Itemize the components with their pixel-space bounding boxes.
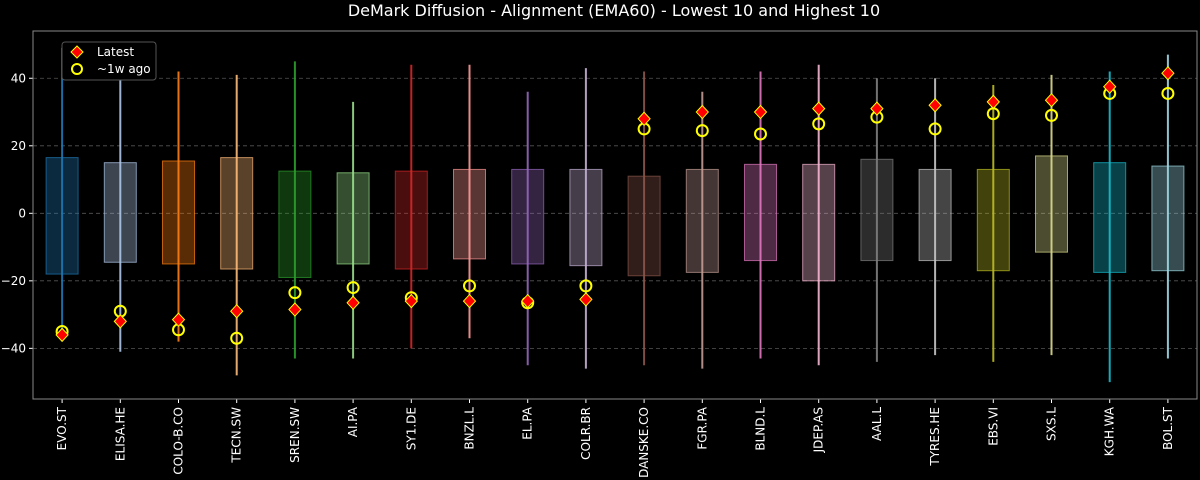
week-ago-point [812, 117, 826, 131]
latest-point [579, 292, 593, 307]
latest-point [928, 98, 942, 113]
x-tick-label: BLND.L [754, 407, 768, 451]
x-tick-label: TYRES.HE [928, 407, 942, 467]
legend-latest-marker [70, 45, 84, 59]
range-box [103, 162, 137, 263]
plot-frame [32, 30, 1198, 400]
latest-point [462, 293, 477, 309]
range-box [802, 163, 836, 282]
latest-point [346, 295, 360, 311]
y-tick-label: −20 [1, 274, 26, 288]
range-box [1035, 155, 1068, 253]
y-tick-label: 40 [11, 71, 26, 85]
latest-point [404, 293, 418, 309]
x-tick-label: COLO-B.CO [172, 407, 186, 475]
range-box [860, 158, 894, 262]
y-tick-label: 20 [11, 139, 26, 153]
chart-marks [45, 47, 1185, 383]
week-ago-point [754, 127, 767, 141]
latest-point [288, 302, 302, 317]
range-box [45, 157, 79, 275]
range-box [511, 168, 545, 265]
x-tick-label: SREN.SW [288, 407, 302, 463]
latest-point [870, 101, 884, 116]
week-ago-point [1045, 108, 1058, 122]
x-tick-label: EVO.ST [55, 406, 69, 450]
range-box [162, 160, 195, 265]
range-box [394, 170, 428, 270]
latest-point [171, 312, 186, 327]
x-axis: EVO.ST ELISA.HE COLO-B.CO TECN.SW SREN.SW AI.… [55, 399, 1175, 478]
x-tick-label: KGH.WA [1103, 406, 1117, 456]
legend-box [61, 41, 157, 81]
x-tick-label: ELISA.HE [113, 407, 127, 461]
latest-point [753, 104, 768, 120]
legend-week-ago-label: ~1w ago [97, 62, 151, 76]
x-tick-label: SXS.L [1045, 407, 1059, 441]
y-tick-label: 0 [18, 206, 26, 220]
range-box [453, 168, 486, 260]
range-box [1093, 162, 1127, 273]
latest-point [812, 101, 826, 116]
week-ago-point [230, 331, 244, 345]
range-box [744, 163, 777, 262]
grid-lines [33, 77, 1197, 349]
range-box [918, 168, 952, 262]
x-tick-label: BNZL.L [463, 407, 477, 450]
legend: Latest ~1w ago [61, 41, 157, 81]
week-ago-point [695, 124, 709, 138]
range-box [627, 175, 661, 277]
week-ago-point [463, 279, 476, 293]
range-box [976, 168, 1010, 272]
x-tick-label: EBS.VI [986, 407, 1000, 446]
x-tick-label: SY1.DE [404, 407, 418, 450]
range-box [336, 172, 370, 265]
week-ago-point [1161, 86, 1175, 100]
latest-point [1103, 79, 1117, 94]
range-box [278, 170, 312, 278]
latest-point [637, 111, 651, 127]
y-axis: −40 −20 0 20 40 [1, 71, 33, 355]
latest-point [55, 327, 69, 343]
x-tick-label: FGR.PA [695, 406, 709, 449]
x-tick-label: TECN.SW [230, 407, 244, 464]
x-tick-label: AAL.L [870, 407, 884, 441]
chart-title: DeMark Diffusion - Alignment (EMA60) - L… [348, 1, 880, 20]
latest-point [1044, 92, 1059, 108]
latest-point [230, 303, 244, 319]
x-tick-label: EL.PA [521, 406, 535, 440]
week-ago-point [928, 122, 942, 136]
latest-point [521, 293, 535, 309]
x-tick-label: BOL.ST [1161, 406, 1175, 450]
x-tick-label: COLR.BR [579, 407, 593, 460]
x-tick-label: DANSKE.CO [637, 407, 651, 478]
range-box [220, 157, 254, 270]
legend-week-ago-marker [71, 63, 83, 75]
legend-latest-label: Latest [97, 45, 134, 59]
week-ago-point [579, 279, 593, 293]
range-box [569, 168, 603, 267]
latest-point [695, 104, 709, 120]
range-box [1151, 165, 1185, 272]
week-ago-point [346, 281, 360, 295]
x-tick-label: AI.PA [346, 406, 360, 437]
week-ago-point [288, 286, 302, 300]
y-tick-label: −40 [1, 341, 26, 355]
latest-point [113, 314, 127, 329]
x-tick-label: JDEP.AS [812, 407, 826, 453]
latest-point [1161, 65, 1175, 81]
latest-point [986, 94, 1000, 110]
range-box [685, 168, 719, 273]
